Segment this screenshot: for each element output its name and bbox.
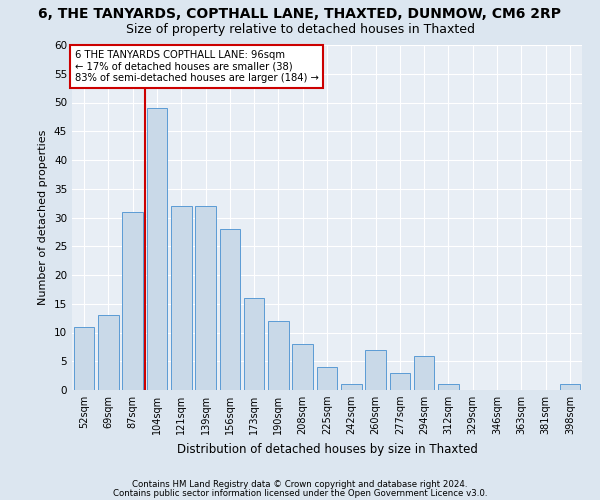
Bar	[317, 367, 337, 390]
Y-axis label: Number of detached properties: Number of detached properties	[38, 130, 49, 305]
Text: Size of property relative to detached houses in Thaxted: Size of property relative to detached ho…	[125, 22, 475, 36]
Text: Contains HM Land Registry data © Crown copyright and database right 2024.: Contains HM Land Registry data © Crown c…	[132, 480, 468, 489]
Bar	[195, 206, 216, 390]
Bar	[74, 327, 94, 390]
Text: Contains public sector information licensed under the Open Government Licence v3: Contains public sector information licen…	[113, 488, 487, 498]
Text: 6 THE TANYARDS COPTHALL LANE: 96sqm
← 17% of detached houses are smaller (38)
83: 6 THE TANYARDS COPTHALL LANE: 96sqm ← 17…	[74, 50, 319, 84]
Bar	[560, 384, 580, 390]
Bar	[220, 229, 240, 390]
Bar	[146, 108, 167, 390]
Bar	[414, 356, 434, 390]
Bar	[122, 212, 143, 390]
X-axis label: Distribution of detached houses by size in Thaxted: Distribution of detached houses by size …	[176, 442, 478, 456]
Text: 6, THE TANYARDS, COPTHALL LANE, THAXTED, DUNMOW, CM6 2RP: 6, THE TANYARDS, COPTHALL LANE, THAXTED,…	[38, 8, 562, 22]
Bar	[171, 206, 191, 390]
Bar	[341, 384, 362, 390]
Bar	[389, 373, 410, 390]
Bar	[365, 350, 386, 390]
Bar	[438, 384, 459, 390]
Bar	[244, 298, 265, 390]
Bar	[98, 316, 119, 390]
Bar	[268, 321, 289, 390]
Bar	[292, 344, 313, 390]
